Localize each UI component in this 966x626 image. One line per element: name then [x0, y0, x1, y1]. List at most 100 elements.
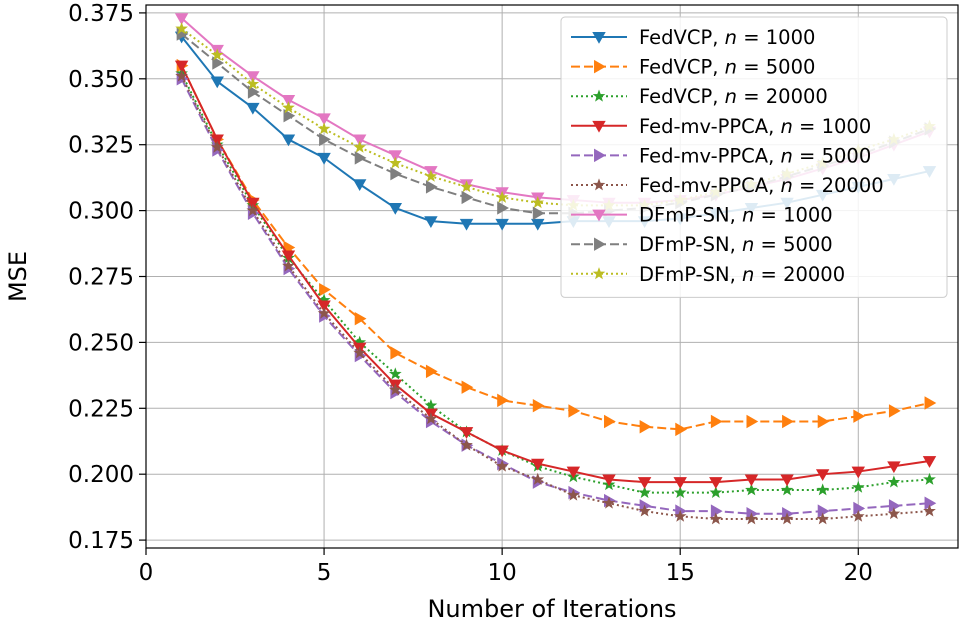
data-point [495, 445, 509, 458]
legend-sep: , [712, 85, 724, 108]
legend-entry: FedVCP, n = 1000 [571, 26, 815, 49]
legend-eq: = [737, 85, 766, 108]
y-tick-label: 0.250 [68, 330, 134, 356]
series-6 [175, 69, 936, 525]
series-line [180, 75, 930, 520]
data-point [460, 438, 473, 451]
legend-sep: , [730, 204, 742, 227]
legend-label: DFmP-SN, n = 20000 [639, 263, 845, 286]
legend-n-value: 5000 [766, 56, 816, 79]
data-point [246, 203, 260, 216]
data-point [390, 346, 403, 360]
data-point [745, 483, 758, 496]
legend-method: DFmP-SN [639, 204, 730, 227]
data-point [888, 499, 901, 513]
data-point [851, 480, 865, 493]
legend-n-label: n [742, 204, 754, 227]
data-point [851, 466, 865, 479]
data-point [354, 311, 367, 326]
data-point [353, 346, 367, 359]
data-point [425, 364, 438, 379]
series-line [180, 78, 930, 515]
legend-entry: Fed-mv-PPCA, n = 5000 [571, 144, 871, 167]
data-point [531, 472, 545, 485]
data-point [424, 169, 438, 182]
data-point [853, 501, 866, 516]
data-point [710, 414, 723, 429]
series-line [180, 65, 930, 484]
data-point [816, 512, 830, 525]
legend-label: FedVCP, n = 20000 [639, 85, 828, 108]
data-point [922, 456, 937, 468]
legend-entry: FedVCP, n = 20000 [571, 85, 828, 108]
data-point [780, 512, 794, 525]
data-point [247, 85, 260, 99]
legend-method: DFmP-SN [639, 233, 730, 256]
data-point [424, 412, 438, 425]
legend-n-label: n [742, 233, 754, 256]
data-point [246, 197, 260, 210]
data-point [388, 150, 403, 163]
legend-sep: , [712, 56, 724, 79]
legend-method: FedVCP [639, 56, 712, 79]
data-point [425, 180, 438, 194]
legend-n-value: 20000 [783, 263, 845, 286]
data-point [887, 507, 901, 520]
legend-eq: = [793, 115, 822, 138]
data-point [817, 414, 830, 429]
legend-eq: = [737, 26, 766, 49]
data-point [709, 477, 723, 489]
x-tick-label: 5 [317, 560, 332, 586]
data-point [780, 474, 794, 487]
y-tick-label: 0.350 [68, 67, 134, 93]
data-point [923, 472, 936, 485]
series-4 [174, 60, 937, 489]
y-tick-label: 0.200 [68, 462, 134, 488]
data-point [174, 60, 189, 73]
data-point [212, 56, 225, 70]
legend-sep: , [730, 233, 742, 256]
legend-marker [592, 89, 606, 102]
legend-n-label: n [781, 174, 793, 197]
legend-marker [592, 267, 606, 280]
legend: FedVCP, n = 1000 FedVCP, n = 5000 FedVCP, … [560, 16, 948, 298]
data-point [851, 509, 865, 522]
legend-method: Fed-mv-PPCA [639, 115, 769, 138]
data-point [317, 152, 331, 165]
legend-n-value: 1000 [822, 115, 872, 138]
legend-n-label: n [725, 85, 737, 108]
data-point [174, 13, 189, 25]
legend-label: Fed-mv-PPCA, n = 1000 [639, 115, 871, 138]
y-axis-label: MSE [4, 251, 32, 302]
data-point [317, 306, 331, 319]
data-point [319, 132, 331, 147]
data-point [460, 180, 473, 193]
data-point [461, 190, 474, 205]
y-tick-label: 0.275 [68, 265, 134, 291]
data-point [924, 396, 937, 410]
axis-ticks: 0.175 0.200 0.225 0.250 0.275 0.300 0.325 0.350… [68, 1, 873, 586]
data-point [815, 469, 830, 481]
data-point [210, 48, 224, 61]
legend-entry: DFmP-SN, n = 5000 [571, 233, 833, 256]
data-point [531, 458, 545, 471]
legend-marker [592, 209, 606, 222]
legend-method: DFmP-SN [639, 263, 730, 286]
legend-eq: = [754, 263, 783, 286]
legend-n-label: n [781, 115, 793, 138]
data-point [568, 404, 581, 418]
data-point [923, 504, 936, 517]
legend-label: Fed-mv-PPCA, n = 5000 [639, 144, 871, 167]
data-point [745, 512, 758, 525]
data-point [424, 398, 438, 412]
data-point [246, 77, 260, 90]
legend-entry: DFmP-SN, n = 20000 [571, 263, 845, 286]
data-point [459, 427, 474, 439]
data-point [638, 504, 651, 517]
data-point [531, 196, 545, 209]
data-point [246, 71, 260, 83]
data-point [531, 218, 545, 231]
y-tick-label: 0.375 [68, 1, 134, 27]
data-point [495, 459, 509, 472]
data-point [283, 108, 296, 123]
